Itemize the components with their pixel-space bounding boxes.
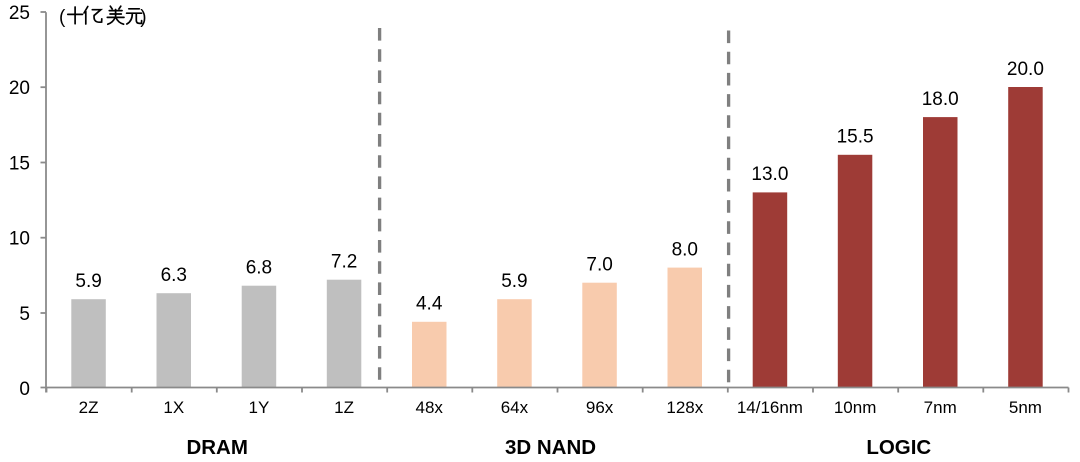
svg-text:DRAM: DRAM bbox=[186, 436, 248, 459]
svg-text:15.5: 15.5 bbox=[837, 127, 874, 148]
svg-text:25: 25 bbox=[9, 3, 30, 24]
svg-text:1Z: 1Z bbox=[334, 398, 354, 417]
svg-text:): ) bbox=[140, 7, 146, 28]
svg-text:20.0: 20.0 bbox=[1007, 59, 1044, 80]
svg-text:14/16nm: 14/16nm bbox=[737, 398, 803, 417]
svg-text:13.0: 13.0 bbox=[751, 164, 788, 185]
svg-text:7.0: 7.0 bbox=[586, 255, 612, 276]
svg-text:96x: 96x bbox=[586, 398, 614, 417]
svg-text:64x: 64x bbox=[501, 398, 529, 417]
svg-text:LOGIC: LOGIC bbox=[866, 436, 931, 459]
svg-text:5.9: 5.9 bbox=[75, 271, 101, 292]
svg-text:18.0: 18.0 bbox=[922, 89, 959, 110]
svg-text:6.3: 6.3 bbox=[161, 265, 187, 286]
svg-text:128x: 128x bbox=[666, 398, 703, 417]
svg-text:0: 0 bbox=[19, 379, 30, 400]
svg-text:6.8: 6.8 bbox=[246, 258, 272, 279]
svg-text:5nm: 5nm bbox=[1009, 398, 1042, 417]
svg-text:(: ( bbox=[59, 7, 66, 28]
svg-text:15: 15 bbox=[9, 153, 30, 174]
svg-text:48x: 48x bbox=[415, 398, 443, 417]
svg-text:4.4: 4.4 bbox=[416, 294, 443, 315]
svg-text:3D NAND: 3D NAND bbox=[505, 436, 596, 459]
svg-text:10: 10 bbox=[9, 229, 30, 250]
svg-text:7.2: 7.2 bbox=[331, 252, 357, 273]
svg-text:10nm: 10nm bbox=[834, 398, 877, 417]
svg-text:1X: 1X bbox=[163, 398, 184, 417]
svg-text:5.9: 5.9 bbox=[501, 271, 527, 292]
svg-text:1Y: 1Y bbox=[249, 398, 270, 417]
svg-text:5: 5 bbox=[19, 304, 30, 325]
svg-text:8.0: 8.0 bbox=[672, 239, 698, 260]
svg-text:7nm: 7nm bbox=[924, 398, 957, 417]
svg-text:20: 20 bbox=[9, 78, 30, 99]
svg-text:2Z: 2Z bbox=[79, 398, 99, 417]
